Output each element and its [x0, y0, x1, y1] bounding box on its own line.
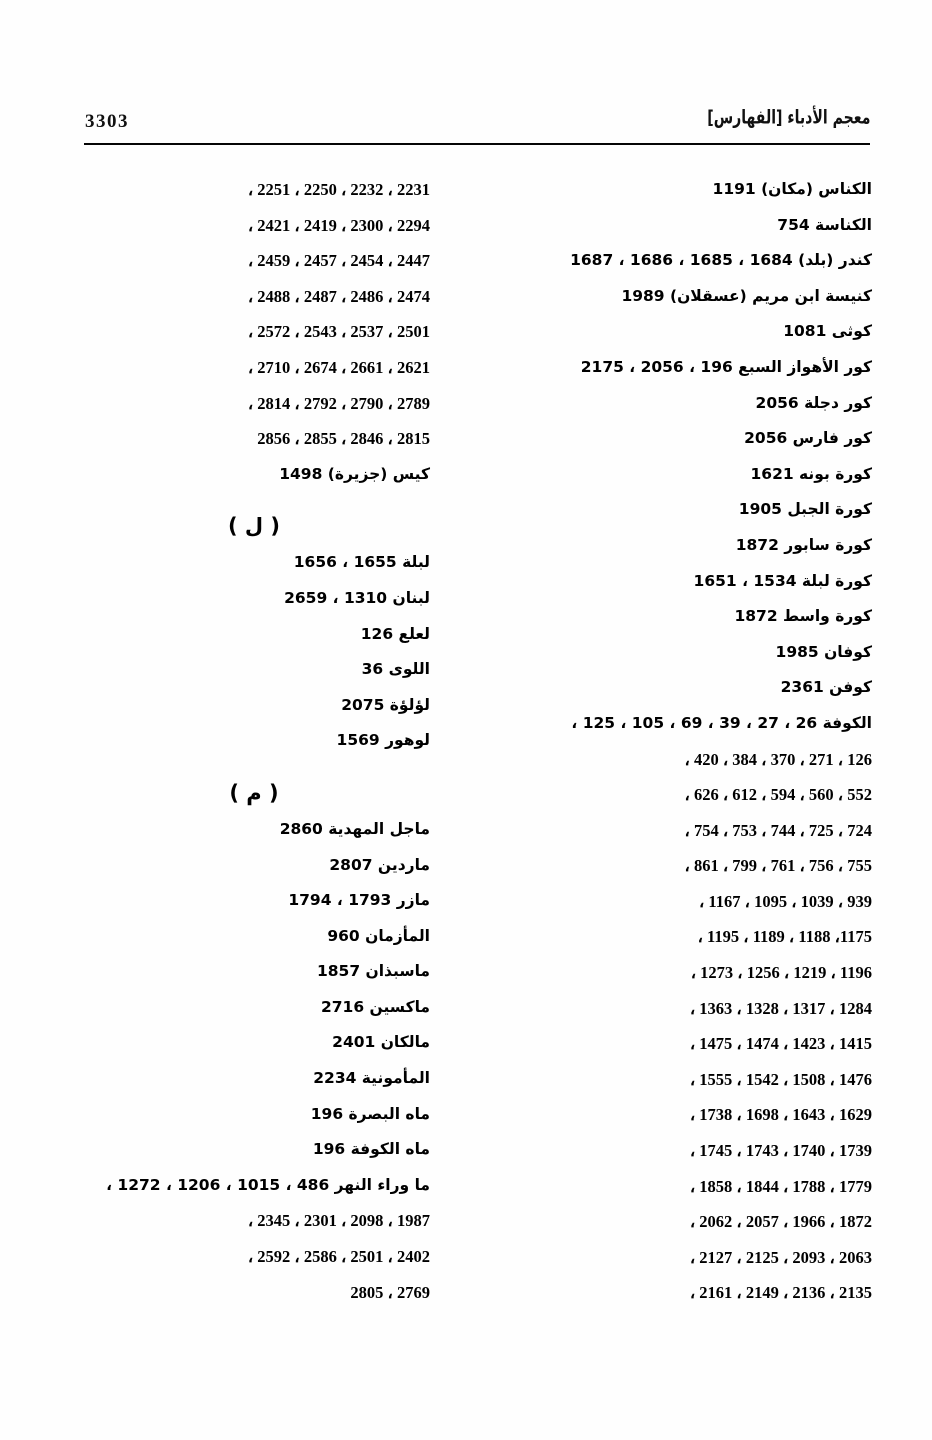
index-entry: كوفان 1985	[775, 642, 872, 661]
index-entry-numbers: 2135 ، 2136 ، 2149 ، 2161 ،	[689, 1283, 872, 1303]
index-entry-numbers: 755 ، 756 ، 761 ، 799 ، 861 ،	[684, 856, 872, 876]
index-columns: الكناس (مكان) 1191 الكناسة 754 كندر (بلد…	[78, 172, 872, 1360]
index-entry-numbers: 2769 ، 2805	[350, 1282, 430, 1302]
index-entry: الكناس (مكان) 1191	[712, 180, 872, 198]
index-entry: لؤلؤة 2075	[341, 695, 430, 714]
index-entry: لعلع 126	[360, 624, 430, 643]
section-heading-lam: ( ل )	[227, 514, 281, 539]
index-entry: كورة واسط 1872	[734, 607, 872, 626]
index-entry: ما وراء النهر 486 ، 1015 ، 1206 ، 1272 ،	[106, 1175, 430, 1194]
index-entry-numbers: 552 ، 560 ، 594 ، 612 ، 626 ،	[684, 785, 872, 805]
index-entry: كورة سابور 1872	[735, 535, 872, 554]
index-entry-numbers: 1872 ، 1966 ، 2057 ، 2062 ،	[689, 1212, 872, 1232]
index-entry-numbers: 1629 ، 1643 ، 1698 ، 1738 ،	[689, 1105, 872, 1125]
index-entry: لبنان 1310 ، 2659	[284, 588, 430, 607]
index-entry: ماجل المهدية 2860	[279, 819, 430, 838]
index-entry-numbers: 1476 ، 1508 ، 1542 ، 1555 ،	[689, 1069, 872, 1089]
index-entry: كيس (جزيرة) 1498	[279, 464, 430, 483]
index-entry: كورة لبلة 1534 ، 1651	[693, 571, 872, 590]
index-entry: ماه الكوفة 196	[312, 1140, 430, 1159]
index-entry-numbers: 2789 ، 2790 ، 2792 ، 2814 ،	[247, 393, 430, 413]
index-entry-numbers: 2474 ، 2486 ، 2487 ، 2488 ،	[247, 286, 430, 306]
index-entry: كنيسة ابن مريم (عسقلان) 1989	[621, 286, 872, 305]
index-entry: ماه البصرة 196	[310, 1104, 430, 1123]
index-entry-numbers: 2402 ، 2501 ، 2586 ، 2592 ،	[247, 1247, 430, 1267]
index-entry: اللوى 36	[361, 660, 430, 679]
index-entry: كندر (بلد) 1684 ، 1685 ، 1686 ، 1687	[570, 251, 872, 270]
index-entry: المأزمان 960	[327, 926, 430, 945]
index-entry: الكوفة 26 ، 27 ، 39 ، 69 ، 105 ، 125 ،	[571, 713, 872, 732]
index-entry-numbers: 2231 ، 2232 ، 2250 ، 2251 ،	[247, 180, 430, 199]
page-header: 3303 معجم الأدباء [الفهارس]	[85, 105, 870, 142]
index-entry-numbers: 1739 ، 1740 ، 1743 ، 1745 ،	[689, 1141, 872, 1161]
index-entry-numbers: 2063 ، 2093 ، 2125 ، 2127 ،	[689, 1247, 872, 1267]
index-entry: الكناسة 754	[777, 215, 872, 234]
index-entry: ماكسين 2716	[320, 997, 430, 1016]
index-entry-numbers: 1987 ، 2098 ، 2301 ، 2345 ،	[247, 1211, 430, 1231]
index-entry: كور فارس 2056	[744, 429, 872, 448]
index-entry-numbers: 1284 ، 1317 ، 1328 ، 1363 ،	[689, 998, 872, 1018]
index-entry: كورة الجبل 1905	[738, 500, 872, 519]
column-right: الكناس (مكان) 1191 الكناسة 754 كندر (بلد…	[520, 172, 872, 1360]
book-title: معجم الأدباء [الفهارس]	[706, 105, 870, 129]
index-entry-numbers: 126 ، 271 ، 370 ، 384 ، 420 ،	[684, 749, 872, 769]
index-entry: لبلة 1655 ، 1656	[293, 553, 430, 572]
header-divider	[84, 143, 870, 146]
index-entry: كور الأهواز السبع 196 ، 2056 ، 2175	[580, 357, 872, 376]
index-entry: كوفن 2361	[780, 678, 872, 697]
index-entry: لوهور 1569	[336, 731, 430, 750]
index-entry: ماسبذان 1857	[316, 962, 430, 981]
index-entry: المأمونية 2234	[313, 1069, 430, 1088]
index-entry-numbers: 2815 ، 2846 ، 2855 ، 2856	[257, 429, 430, 449]
index-entry: كورة بونه 1621	[750, 464, 873, 483]
column-left: 2231 ، 2232 ، 2250 ، 2251 ، 2294 ، 2300 …	[78, 172, 430, 1360]
index-entry-numbers: 1779 ، 1788 ، 1844 ، 1858 ،	[689, 1176, 872, 1196]
index-entry-numbers: 2447 ، 2454 ، 2457 ، 2459 ،	[247, 251, 430, 271]
index-entry-numbers: 2294 ، 2300 ، 2419 ، 2421 ،	[247, 215, 430, 235]
index-entry: كوثى 1081	[783, 322, 872, 341]
index-entry: كور دجلة 2056	[755, 393, 872, 412]
page-number: 3303	[85, 111, 129, 132]
index-entry-numbers: 2621 ، 2661 ، 2674 ، 2710 ،	[247, 357, 430, 377]
section-heading-meem: ( م )	[229, 780, 279, 805]
index-entry: مالكان 2401	[332, 1033, 430, 1052]
index-entry-numbers: 724 ، 725 ، 744 ، 753 ، 754 ،	[684, 820, 872, 840]
index-entry-numbers: 939 ، 1039 ، 1095 ، 1167 ،	[698, 891, 872, 911]
index-entry: ماردين 2807	[329, 855, 430, 874]
index-entry-numbers: 1196 ، 1219 ، 1256 ، 1273 ،	[690, 963, 872, 983]
index-entry-numbers: 1415 ، 1423 ، 1474 ، 1475 ،	[689, 1034, 872, 1054]
index-entry-numbers: 2501 ، 2537 ، 2543 ، 2572 ،	[247, 322, 430, 342]
index-entry: مازر 1793 ، 1794	[288, 891, 430, 910]
index-entry-numbers: 1175، 1188 ، 1189 ، 1195 ،	[697, 927, 872, 947]
